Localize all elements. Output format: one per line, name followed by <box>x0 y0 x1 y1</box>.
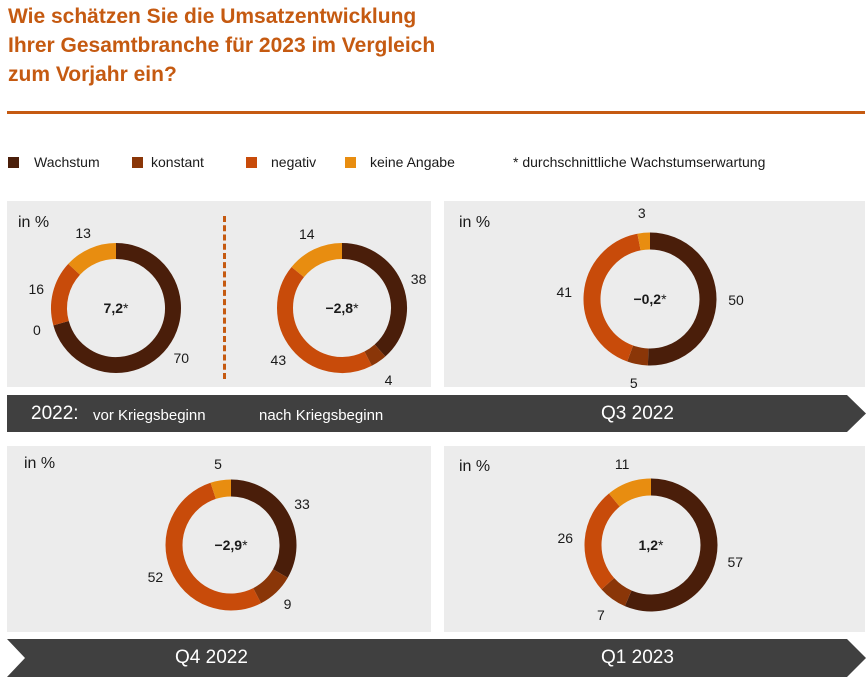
donut-4-label-keine-angabe: 5 <box>214 456 222 473</box>
legend-swatch-konstant <box>132 157 143 168</box>
donut-2-segment-keine-angabe <box>291 243 343 278</box>
donut-3-label-keine-angabe: 3 <box>637 205 646 222</box>
donut-2-label-keine-angabe: 14 <box>298 225 315 242</box>
unit-label-2022: in % <box>18 214 50 231</box>
donut-1-center-asterisk: * <box>123 300 129 316</box>
donut-5-label-negativ: 26 <box>557 530 574 547</box>
donut-4-label-wachstum: 33 <box>294 496 310 512</box>
donut-1-label-keine-angabe: 13 <box>75 224 91 241</box>
donut-3-label-wachstum: 50 <box>728 292 744 309</box>
donut-1-center-value: 7,2* <box>104 300 129 316</box>
donut-5-segment-wachstum <box>624 478 718 612</box>
timeline-band-bottom <box>7 639 867 677</box>
donut-2-label-wachstum: 38 <box>410 270 427 287</box>
donut-3-segment-negativ <box>583 233 641 362</box>
donut-5-label-konstant: 7 <box>596 606 605 623</box>
donut-3-center-number: −0,2 <box>633 291 662 307</box>
donut-1-segment-negativ <box>51 263 81 326</box>
donut-2-segment-konstant <box>364 344 386 366</box>
donut-4-center-value: −2,9* <box>214 537 247 553</box>
title-line-2: Ihrer Gesamtbranche für 2023 im Vergleic… <box>8 34 436 57</box>
legend-item-konstant: konstant <box>132 154 204 172</box>
war-start-divider <box>223 216 226 379</box>
donut-2-center-number: −2,8 <box>325 300 354 316</box>
legend-label-wachstum: Wachstum <box>34 154 100 170</box>
title-divider <box>7 111 865 114</box>
band-q1-2023: Q1 2023 <box>601 647 674 668</box>
donut-chart-3 <box>583 232 717 366</box>
unit-label-q4: in % <box>24 455 56 472</box>
donut-chart-2 <box>277 243 407 373</box>
donut-5-segment-negativ <box>584 493 620 590</box>
donut-1-label-negativ: 16 <box>28 280 45 297</box>
donut-2-center-asterisk: * <box>353 300 359 316</box>
donut-1-label-konstant: 0 <box>33 321 41 338</box>
donut-4-segment-konstant <box>252 568 288 604</box>
donut-4-center-number: −2,9 <box>214 537 243 553</box>
donut-1-label-wachstum: 70 <box>173 349 190 366</box>
donut-5-center-value: 1,2* <box>639 537 664 553</box>
donut-3-label-negativ: 41 <box>556 284 573 301</box>
donut-3-segment-keine-angabe <box>637 232 651 251</box>
donut-3-center-value: −0,2* <box>633 291 666 307</box>
title-line-1: Wie schätzen Sie die Umsatzentwicklung <box>8 5 417 28</box>
legend-swatch-keine-angabe <box>345 157 356 168</box>
band-q3-2022: Q3 2022 <box>601 403 674 424</box>
page-title: Wie schätzen Sie die Umsatzentwicklung I… <box>8 2 568 89</box>
donut-5-label-keine-angabe: 11 <box>614 455 630 472</box>
donut-5-center-number: 1,2 <box>638 537 659 553</box>
donut-3-segment-konstant <box>627 345 649 366</box>
donut-5-center-asterisk: * <box>658 537 664 553</box>
donut-1-segment-wachstum <box>53 243 181 373</box>
donut-chart-4 <box>165 479 297 611</box>
donut-2-segment-negativ <box>277 267 372 373</box>
donut-1-center-number: 7,2 <box>103 300 124 316</box>
timeline-band-top <box>7 395 867 432</box>
donut-4-center-asterisk: * <box>242 537 248 553</box>
donut-4-segment-wachstum <box>230 479 297 578</box>
band-vor-kriegsbeginn: vor Kriegsbeginn <box>93 407 206 424</box>
timeline-band-top-shape <box>7 395 866 432</box>
unit-label-q1: in % <box>459 458 491 475</box>
legend: Wachstum konstant negativ keine Angabe *… <box>0 152 868 174</box>
donut-4-label-negativ: 52 <box>147 568 164 585</box>
donut-4-segment-keine-angabe <box>210 479 232 500</box>
donut-chart-5 <box>584 478 718 612</box>
donut-5-segment-konstant <box>601 577 632 607</box>
legend-label-negativ: negativ <box>271 154 317 170</box>
donut-3-segment-wachstum <box>647 232 717 366</box>
legend-item-keine-angabe: keine Angabe <box>345 154 455 172</box>
band-q4-2022: Q4 2022 <box>175 647 248 668</box>
legend-swatch-negativ <box>246 157 257 168</box>
donut-2-center-value: −2,8* <box>325 300 358 316</box>
donut-2-label-negativ: 43 <box>270 351 287 368</box>
donut-1-segment-keine-angabe <box>68 243 117 276</box>
donut-3-center-asterisk: * <box>661 291 667 307</box>
donut-2-label-konstant: 4 <box>384 371 393 388</box>
legend-label-keine-angabe: keine Angabe <box>370 154 455 170</box>
band-nach-kriegsbeginn: nach Kriegsbeginn <box>259 407 384 424</box>
donut-chart-1 <box>51 243 181 373</box>
timeline-band-bottom-shape <box>7 639 866 677</box>
title-line-3: zum Vorjahr ein? <box>8 63 177 86</box>
legend-item-wachstum: Wachstum <box>8 154 100 172</box>
legend-label-konstant: konstant <box>151 154 204 170</box>
legend-item-negativ: negativ <box>246 154 316 172</box>
donut-2-segment-wachstum <box>341 243 407 357</box>
donut-4-label-konstant: 9 <box>283 596 292 613</box>
donut-3-label-konstant: 5 <box>629 375 638 392</box>
legend-footnote: * durchschnittliche Wachstumserwartung <box>513 154 766 170</box>
legend-swatch-wachstum <box>8 157 19 168</box>
unit-label-q3: in % <box>459 214 491 231</box>
donut-4-segment-negativ <box>165 482 262 611</box>
donut-5-label-wachstum: 57 <box>727 554 744 571</box>
donut-5-segment-keine-angabe <box>608 478 652 507</box>
band-year-2022: 2022: <box>31 403 79 424</box>
